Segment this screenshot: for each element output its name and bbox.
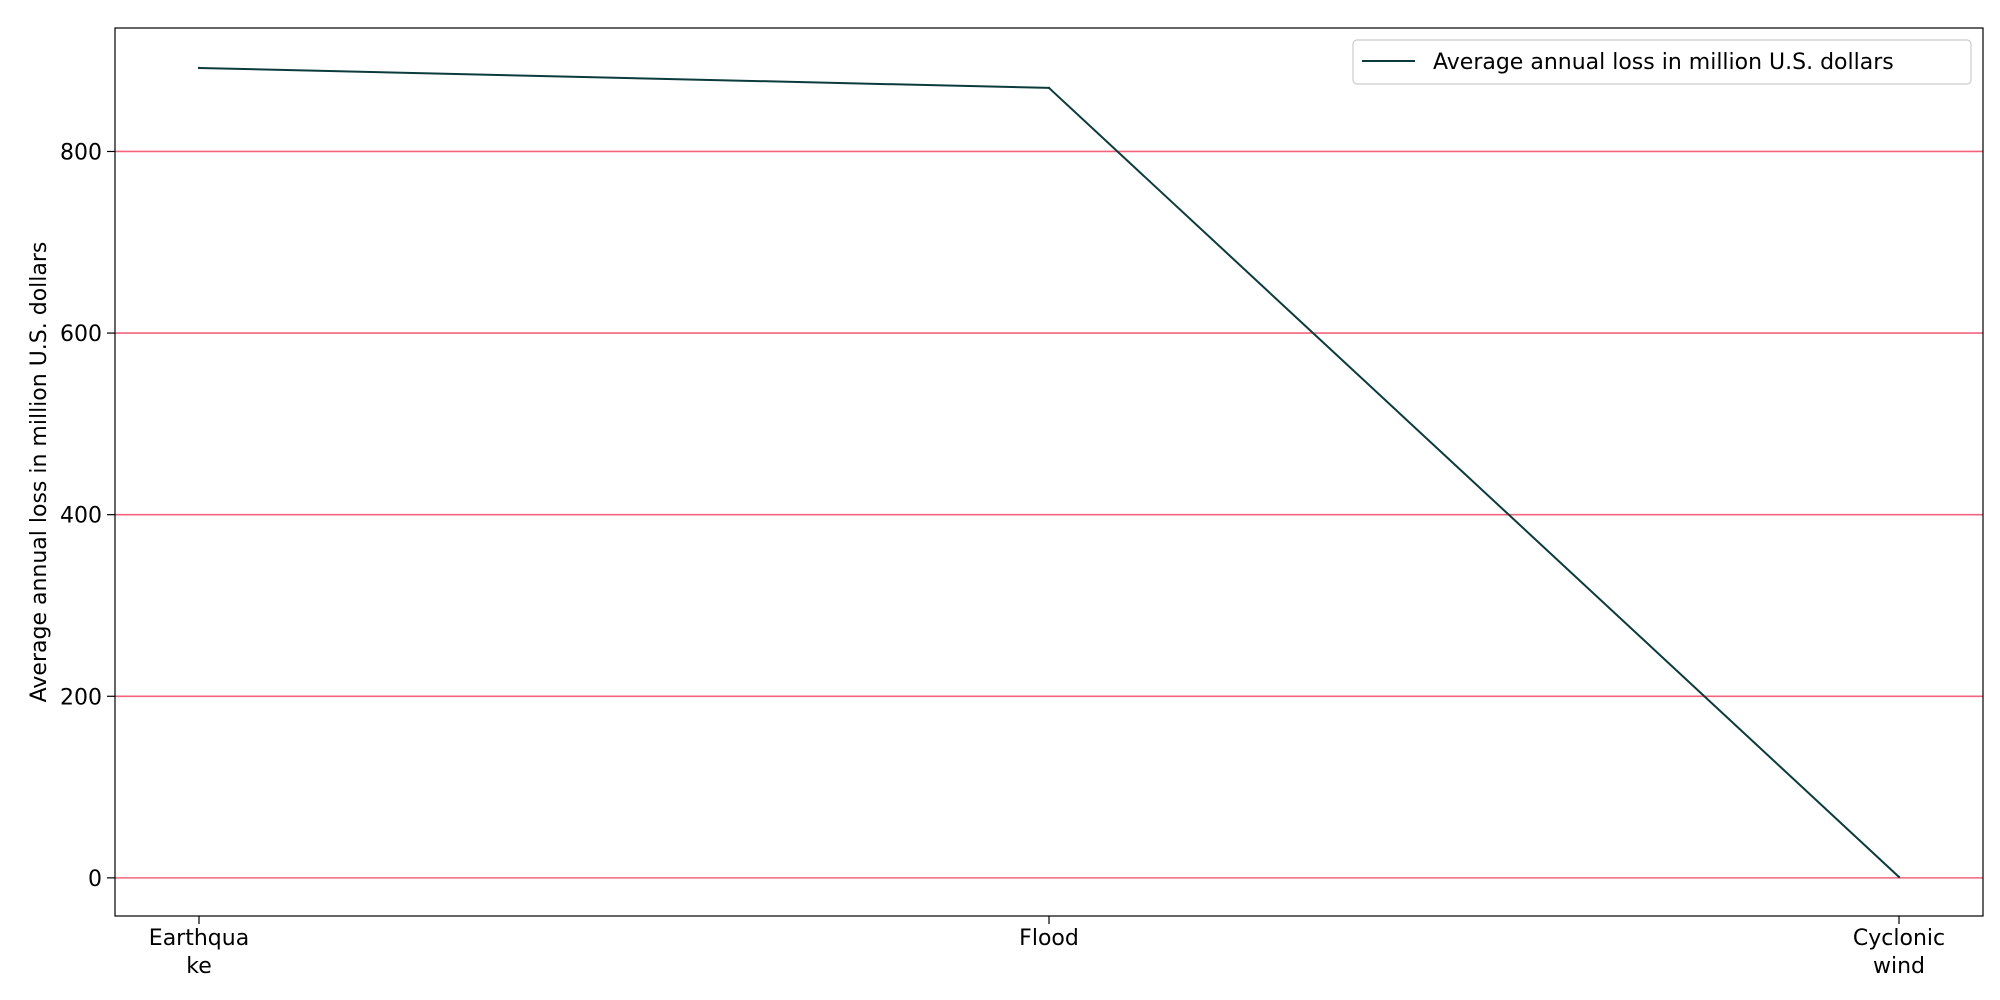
y-axis: 0 200 400 600 800 [60,140,115,892]
y-tick-label: 800 [60,140,102,165]
gridlines [115,150,1983,879]
legend-frame [1352,39,1972,85]
x-axis: Earthqua ke Flood Cyclonic wind [149,916,1945,979]
x-tick-label: Earthqua ke [149,926,249,979]
plot-frame [114,27,1984,917]
data-point [1897,875,1901,879]
y-tick-label: 600 [60,322,102,347]
data-point [1047,86,1051,90]
legend-label: Average annual loss in million U.S. doll… [1433,50,1894,75]
y-tick-label: 0 [88,867,102,892]
series-layer [197,66,1901,879]
x-tick-label: Flood [1019,926,1079,951]
y-tick-label: 200 [60,685,102,710]
y-axis-label: Average annual loss in million U.S. doll… [27,242,52,703]
series-line [198,66,1900,878]
y-tick-label: 400 [60,504,102,529]
x-tick-label: Cyclonic wind [1853,926,1945,979]
data-point [197,66,201,70]
legend: Average annual loss in million U.S. doll… [1352,39,1972,85]
